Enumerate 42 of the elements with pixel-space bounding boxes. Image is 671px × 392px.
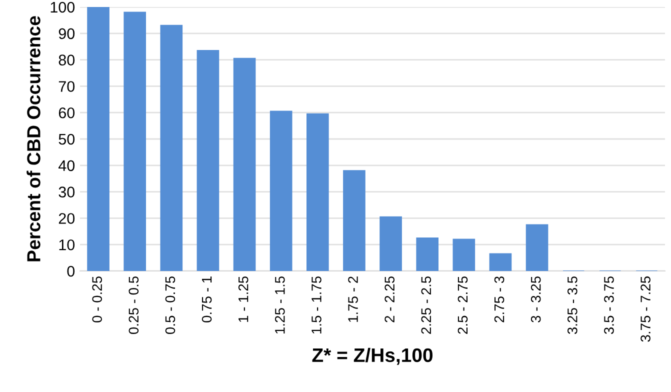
x-tick-label: 2.75 - 3: [494, 276, 504, 322]
y-tick-label: 80: [58, 54, 75, 66]
x-axis-title: Z* = Z/Hs,100: [312, 348, 432, 365]
x-tick-label: 1.75 - 2: [348, 276, 358, 322]
x-tick-label: 2 - 2.25: [384, 276, 395, 322]
y-tick-label: 50: [58, 134, 75, 145]
bar: [306, 113, 329, 271]
y-tick-label: 0: [67, 266, 75, 277]
x-tick-label: 3.25 - 3.5: [567, 276, 578, 334]
x-tick-label: 3.5 - 3.75: [604, 276, 614, 334]
y-tick-label: 30: [58, 186, 75, 198]
bar: [526, 224, 548, 271]
y-tick-label: 40: [58, 160, 75, 172]
bar: [343, 170, 366, 271]
y-tick-label: 100: [50, 2, 75, 13]
y-tick-label: 90: [58, 28, 75, 40]
x-tick-label: 1.25 - 1.5: [274, 276, 285, 334]
bar: [124, 12, 146, 271]
bar: [233, 58, 256, 271]
y-axis-title: Percent of CBD Occurrence: [26, 16, 40, 262]
x-tick-label: 0 - 0.25: [92, 276, 102, 322]
x-tick-label: 0.25 - 0.5: [128, 276, 139, 334]
x-tick-label: 0.75 - 1: [202, 276, 212, 322]
y-tick-label: 60: [58, 107, 75, 118]
bar: [87, 7, 110, 271]
y-tick-label: 20: [58, 213, 75, 224]
x-tick-label: 3.75 - 7.25: [640, 276, 650, 342]
x-tick-label: 3 - 3.25: [530, 276, 541, 322]
bar: [452, 238, 476, 271]
x-tick-label: 0.5 - 0.75: [165, 276, 176, 334]
bar: [489, 253, 512, 271]
x-tick-label: 2.5 - 2.75: [458, 276, 468, 334]
x-tick-label: 1.5 - 1.75: [312, 276, 322, 334]
bar: [416, 237, 438, 271]
bar: [380, 216, 402, 271]
bar: [160, 24, 183, 271]
y-tick-label: 70: [58, 81, 75, 92]
bar: [270, 110, 292, 271]
y-tick-label: 10: [59, 239, 75, 250]
x-tick-label: 2.25 - 2.5: [421, 276, 432, 334]
x-tick-label: 1 - 1.25: [238, 276, 248, 322]
bar: [196, 50, 220, 271]
